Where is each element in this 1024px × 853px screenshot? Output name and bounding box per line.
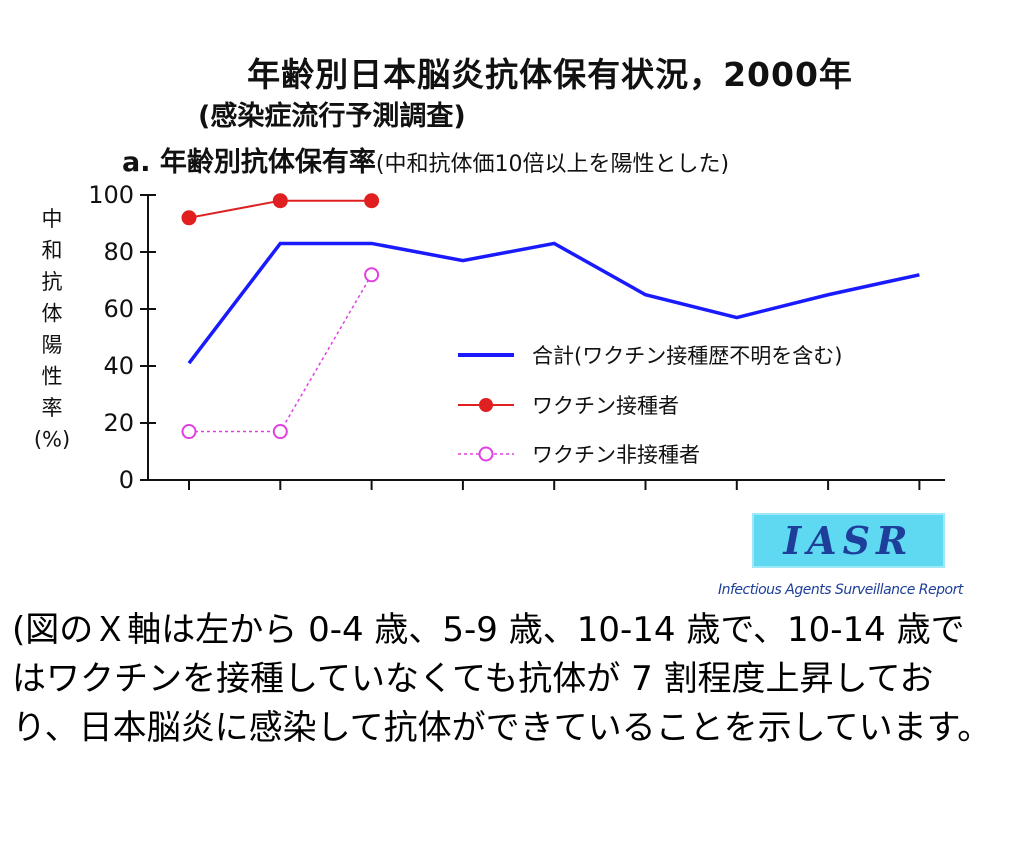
y-tick-label: 0 [119,466,134,494]
legend-label-2: ワクチン接種者 [532,394,679,418]
y-axis-label-char: 率 [42,396,63,420]
legend-marker [478,446,494,462]
chart-axes: 0 20 40 60 80 100 [88,181,945,494]
y-axis-label-char: 陽 [42,333,63,357]
chart-title: 年齢別日本脳炎抗体保有状況，2000年 [247,55,853,94]
data-point [364,267,380,283]
y-axis-label-char: 体 [42,302,63,326]
y-tick-label: 80 [103,238,134,266]
legend-label-3: ワクチン非接種者 [532,443,700,467]
data-point [364,193,380,209]
legend-marker [479,398,493,412]
y-axis-label-char: 中 [42,207,63,231]
chart-subtitle: (感染症流行予測調査) [198,101,466,132]
figure-caption: (図のＸ軸は左から 0-4 歳、5-9 歳、10-14 歳で、10-14 歳では… [12,610,992,748]
chart-panel-title: a. 年齢別抗体保有率 [122,147,376,178]
y-axis-label-char: 抗 [42,270,63,294]
y-tick-label: 20 [103,409,134,437]
data-point [272,424,288,440]
chart-panel-note: (中和抗体価10倍以上を陽性とした) [375,152,730,177]
data-point [181,210,197,226]
y-tick-label: 40 [103,352,134,380]
chart-panel-label: a. 年齢別抗体保有率(中和抗体価10倍以上を陽性とした) [122,140,729,179]
y-tick-label: 60 [103,295,134,323]
legend-label-1: 合計(ワクチン接種歴不明を含む) [532,344,842,368]
y-tick-label: 100 [88,181,134,209]
y-axis-label-char: (%) [34,428,70,452]
y-axis-label-char: 和 [42,239,63,263]
data-point [181,424,197,440]
series-line-1 [187,241,920,365]
y-axis-label-char: 性 [42,365,63,389]
data-point [272,193,288,209]
chart-series [181,193,920,440]
iasr-logo-caption: Infectious Agents Surveillance Report [718,582,963,598]
iasr-logo-text: IASR [783,518,914,563]
iasr-logo: IASR [752,513,945,568]
series-line-3 [189,274,373,433]
